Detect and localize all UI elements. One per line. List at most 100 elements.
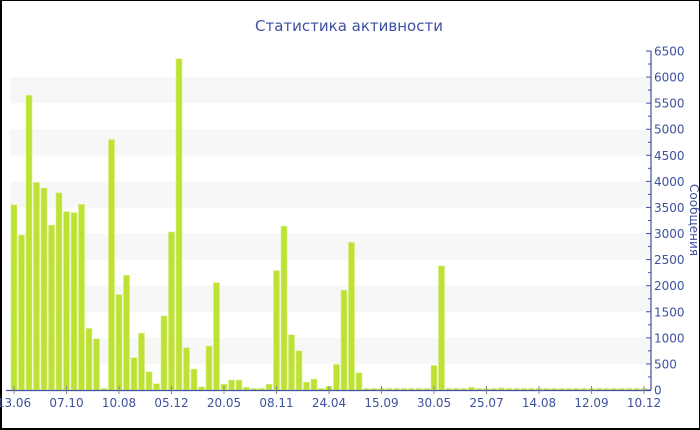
bar [63, 211, 70, 391]
bar [123, 274, 130, 391]
bar [40, 187, 48, 391]
bar [558, 388, 565, 391]
x-tick-label: 10.08 [102, 396, 136, 410]
x-tick-label: 25.07 [469, 396, 503, 410]
bar [85, 328, 93, 391]
y-tick-label: 3000 [654, 227, 685, 241]
bar [348, 242, 355, 391]
bar [175, 58, 183, 391]
grid-band [10, 285, 651, 312]
y-tick-label: 5500 [654, 97, 685, 111]
bar [595, 388, 603, 391]
bar [385, 388, 393, 391]
bar [363, 388, 370, 391]
y-tick-label: 2500 [654, 253, 685, 267]
bar [603, 388, 610, 391]
bar [93, 338, 100, 391]
grid-band [10, 233, 651, 260]
bar [580, 388, 588, 391]
bar [205, 345, 213, 391]
bar [288, 334, 295, 391]
bar [130, 357, 138, 391]
grid-band [10, 77, 651, 104]
y-axis: 0 500 1000 1500 2000 2500 3000 3500 4000 4500 5000… [646, 45, 685, 398]
bar [265, 383, 273, 391]
y-tick-label: 3500 [654, 201, 685, 215]
bar [415, 388, 423, 391]
y-tick-label: 2000 [654, 279, 685, 293]
bar [78, 204, 85, 391]
bar [108, 139, 115, 391]
bar [115, 294, 123, 391]
chart-title: Статистика активности [255, 17, 443, 35]
bar [355, 372, 363, 391]
y-tick-label: 500 [654, 357, 677, 371]
bar [160, 315, 168, 391]
y-axis-label: Сообщения [687, 184, 700, 256]
bar [505, 388, 513, 391]
x-tick-label: 20.05 [207, 396, 241, 410]
bar [250, 388, 258, 391]
grid-band [10, 129, 651, 156]
x-tick-label: 05.12 [154, 396, 188, 410]
bar [400, 388, 408, 391]
bar [370, 388, 378, 391]
bar [258, 388, 265, 391]
bar [213, 282, 220, 391]
x-tick-label: 08.11 [259, 396, 293, 410]
y-tick-label: 6500 [654, 45, 685, 59]
grid-bands [10, 77, 651, 364]
bar [490, 388, 498, 391]
bar [145, 371, 153, 391]
bar [573, 388, 580, 391]
bar [228, 379, 235, 391]
bar [310, 378, 318, 391]
bar [565, 388, 573, 391]
bar [33, 182, 40, 391]
grid-band [10, 181, 651, 208]
bar [618, 388, 625, 391]
bar [498, 387, 505, 391]
grid-band [10, 337, 651, 364]
bar [408, 388, 415, 391]
bar [280, 225, 288, 391]
y-tick-label: 0 [654, 384, 662, 398]
bar [190, 368, 198, 391]
bar [303, 381, 310, 391]
x-tick-label: 07.10 [49, 396, 83, 410]
x-tick-label: 12.09 [574, 396, 608, 410]
bar [633, 388, 640, 391]
bar [138, 332, 145, 391]
bar [438, 265, 445, 391]
bar [48, 224, 55, 391]
bar [528, 388, 535, 391]
y-tick-label: 4500 [654, 149, 685, 163]
bar [25, 95, 33, 391]
bar [10, 204, 18, 391]
x-axis: 13.06 07.10 10.08 05.12 20.05 08.11 24.04 15.09… [0, 386, 661, 410]
bar [393, 388, 400, 391]
y-tick-label: 4000 [654, 175, 685, 189]
x-tick-label: 15.09 [364, 396, 398, 410]
y-tick-label: 5000 [654, 123, 685, 137]
bar [198, 386, 205, 391]
bar [625, 388, 633, 391]
x-tick-label: 30.05 [417, 396, 451, 410]
bar [453, 388, 460, 391]
bar [520, 388, 528, 391]
bar [243, 387, 250, 391]
x-tick-label: 14.08 [522, 396, 556, 410]
x-tick-label: 24.04 [312, 396, 346, 410]
bar [468, 387, 475, 391]
bar [100, 388, 108, 391]
y-tick-label: 1000 [654, 331, 685, 345]
bar [445, 388, 453, 391]
bar [273, 270, 280, 391]
y-tick-label: 1500 [654, 305, 685, 319]
x-tick-label: 10.12 [627, 396, 661, 410]
bar [550, 388, 558, 391]
bar [153, 383, 160, 391]
bar [168, 231, 175, 391]
bar [333, 364, 340, 391]
